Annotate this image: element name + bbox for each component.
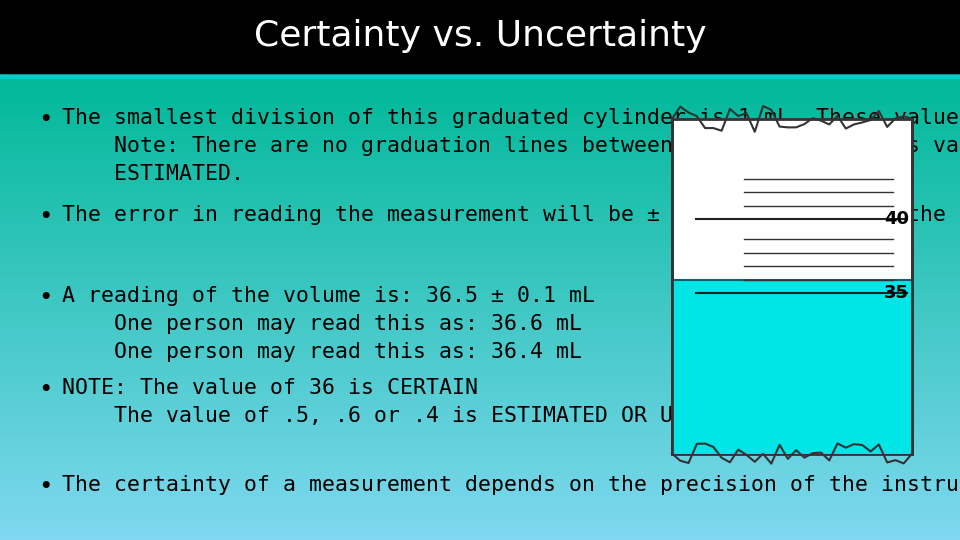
Text: Certainty vs. Uncertainty: Certainty vs. Uncertainty xyxy=(253,19,707,53)
Text: The smallest division of this graduated cylinder is 1 mL. These values are CERTA: The smallest division of this graduated … xyxy=(62,108,960,184)
Text: The certainty of a measurement depends on the precision of the instrument.: The certainty of a measurement depends o… xyxy=(62,475,960,495)
Text: •: • xyxy=(38,205,53,229)
FancyBboxPatch shape xyxy=(672,119,912,454)
Text: •: • xyxy=(38,475,53,499)
Bar xyxy=(672,280,912,454)
Text: The error in reading the measurement will be ± 0.1 mL or 1/10 of the smallest di: The error in reading the measurement wil… xyxy=(62,205,960,225)
Text: NOTE: The value of 36 is CERTAIN
    The value of .5, .6 or .4 is ESTIMATED OR U: NOTE: The value of 36 is CERTAIN The val… xyxy=(62,378,778,426)
Text: •: • xyxy=(38,108,53,132)
Text: A reading of the volume is: 36.5 ± 0.1 mL
    One person may read this as: 36.6 : A reading of the volume is: 36.5 ± 0.1 m… xyxy=(62,286,595,362)
Text: •: • xyxy=(38,286,53,310)
Text: 35: 35 xyxy=(884,284,909,302)
Text: •: • xyxy=(38,378,53,402)
Text: 40: 40 xyxy=(884,210,909,228)
Bar xyxy=(0,0,960,73)
